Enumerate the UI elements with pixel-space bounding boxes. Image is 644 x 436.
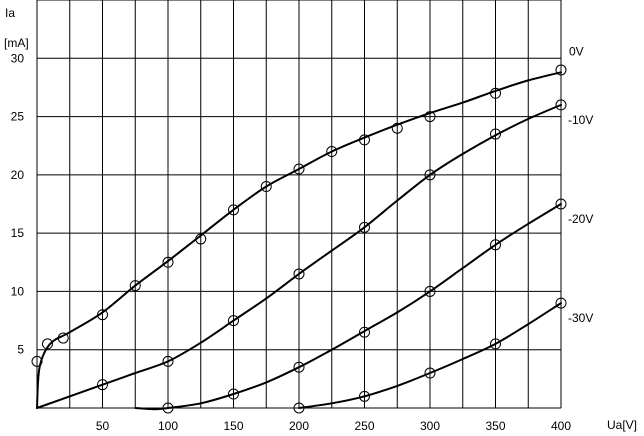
series-line-3: [298, 302, 562, 409]
data-point: [293, 163, 305, 175]
data-point: [162, 355, 174, 367]
data-point: [228, 388, 239, 400]
data-point: [293, 361, 305, 373]
data-point: [228, 315, 239, 327]
x-tick-label: 300: [420, 419, 440, 433]
data-point: [31, 355, 43, 367]
series-label: -10V: [568, 113, 593, 127]
x-tick-label: 400: [551, 419, 571, 433]
data-point: [97, 309, 108, 321]
data-point: [326, 146, 338, 158]
data-point: [228, 204, 239, 216]
data-point: [57, 332, 69, 344]
y-tick-label: 20: [11, 168, 25, 182]
data-point: [359, 221, 370, 233]
x-tick-label: 100: [158, 419, 178, 433]
series-line-1: [36, 103, 562, 409]
data-point: [391, 122, 403, 134]
data-point: [424, 367, 436, 379]
data-point: [359, 326, 370, 338]
x-tick-label: 50: [96, 419, 110, 433]
data-point: [490, 128, 501, 140]
y-tick-label: 5: [17, 343, 24, 357]
data-point: [260, 181, 272, 193]
series-line-2: [134, 203, 562, 411]
y-tick-label: 30: [11, 51, 25, 65]
data-point: [129, 280, 141, 292]
series-points: [31, 64, 567, 414]
x-axis-title: Ua[V]: [607, 418, 637, 432]
x-tick-label: 350: [485, 419, 505, 433]
y-tick-label: 10: [11, 284, 25, 298]
data-point: [490, 239, 501, 251]
series-label: -30V: [568, 311, 593, 325]
series-label: -20V: [568, 212, 593, 226]
data-point: [97, 379, 108, 391]
data-point: [424, 285, 436, 297]
series-labels: 0V -10V -20V -30V: [568, 44, 593, 325]
series-label: 0V: [569, 44, 584, 58]
data-point: [490, 338, 501, 350]
x-tick-label: 200: [289, 419, 309, 433]
data-point: [424, 111, 436, 123]
data-point: [359, 390, 370, 402]
y-axis-title-line1: Ia: [5, 6, 15, 20]
data-point: [162, 256, 174, 268]
y-axis-title-line2: [mA]: [4, 36, 29, 50]
y-tick-label: 15: [11, 226, 25, 240]
data-point: [424, 169, 436, 181]
series-line-0: [36, 71, 562, 409]
data-point: [555, 64, 567, 76]
data-point: [162, 402, 174, 414]
y-tick-label: 25: [11, 110, 25, 124]
data-point: [555, 99, 567, 111]
data-point: [293, 268, 305, 280]
series-curves: [36, 71, 562, 411]
data-point: [555, 198, 567, 210]
data-point: [490, 87, 501, 99]
x-tick-label: 250: [354, 419, 374, 433]
data-point: [293, 402, 305, 414]
data-point: [41, 338, 53, 350]
x-tick-label: 150: [223, 419, 243, 433]
grid: [36, 0, 562, 409]
data-point: [555, 297, 567, 309]
data-point: [359, 134, 370, 146]
data-point: [195, 233, 207, 245]
tick-labels: 50 100 150 200 250 300 350 400 5 10 15 20 25 30: [11, 51, 572, 433]
